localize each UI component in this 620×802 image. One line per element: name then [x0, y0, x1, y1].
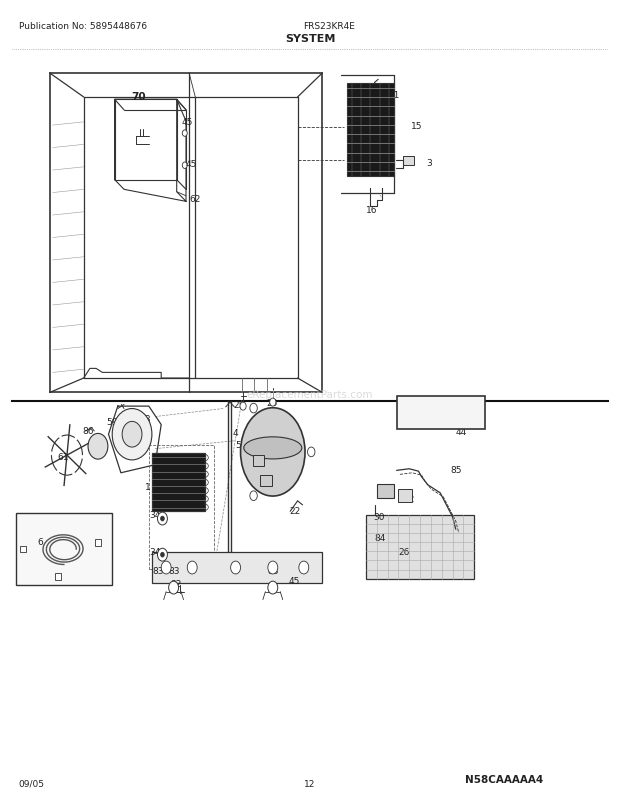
Ellipse shape [244, 437, 302, 460]
Text: 84: 84 [374, 533, 386, 542]
Text: 41: 41 [465, 406, 476, 415]
Text: 83: 83 [152, 566, 164, 576]
Text: 26: 26 [398, 547, 409, 557]
Text: 34: 34 [149, 510, 160, 520]
Text: 44: 44 [456, 427, 467, 436]
Text: 16: 16 [366, 205, 378, 215]
Circle shape [157, 512, 167, 525]
Circle shape [112, 409, 152, 460]
Text: 83: 83 [268, 566, 280, 576]
Text: 55: 55 [378, 489, 390, 499]
Circle shape [187, 561, 197, 574]
Bar [366, 515, 474, 579]
Text: 6: 6 [37, 537, 43, 546]
Circle shape [250, 403, 257, 413]
Text: 12: 12 [304, 779, 316, 788]
Circle shape [182, 131, 187, 137]
Text: SYSTEM: SYSTEM [285, 34, 335, 43]
Bar [149, 445, 214, 569]
Bar [260, 476, 272, 487]
Text: 3: 3 [427, 159, 432, 168]
Circle shape [161, 516, 164, 521]
Circle shape [240, 403, 246, 411]
Bar [378, 87, 386, 95]
Text: 15: 15 [411, 121, 423, 131]
Text: 14: 14 [357, 161, 368, 171]
Circle shape [270, 399, 276, 407]
Text: 1: 1 [144, 482, 150, 492]
Text: 57: 57 [236, 440, 247, 450]
Circle shape [169, 581, 179, 594]
Text: 60: 60 [94, 443, 106, 452]
Text: 45: 45 [289, 576, 300, 585]
Text: 59: 59 [106, 417, 118, 427]
Circle shape [308, 448, 315, 457]
Circle shape [182, 163, 187, 169]
Text: 22: 22 [289, 506, 300, 516]
Text: 23: 23 [265, 474, 277, 484]
Text: 32: 32 [403, 494, 414, 504]
Bar [16, 513, 112, 585]
Text: 29: 29 [259, 415, 270, 425]
Text: 61: 61 [57, 452, 69, 462]
Bar [253, 456, 264, 467]
Circle shape [157, 549, 167, 561]
Circle shape [88, 434, 108, 460]
Bar [403, 156, 414, 166]
Text: 83: 83 [169, 566, 180, 576]
Text: 21: 21 [389, 91, 400, 100]
Text: 58: 58 [139, 415, 151, 424]
Text: 62: 62 [190, 194, 201, 204]
Text: 85: 85 [451, 465, 463, 475]
Bar [152, 553, 322, 583]
Text: 09/05: 09/05 [19, 779, 45, 788]
Text: FRS23KR4E: FRS23KR4E [303, 22, 355, 31]
Text: Publication No: 5895448676: Publication No: 5895448676 [19, 22, 147, 31]
Ellipse shape [241, 408, 305, 496]
Circle shape [231, 561, 241, 574]
Circle shape [122, 422, 142, 448]
Text: 25: 25 [233, 400, 244, 410]
Text: 70: 70 [131, 92, 146, 102]
Bar [398, 489, 412, 502]
Text: eReplacementParts.com: eReplacementParts.com [247, 390, 373, 399]
Bar [95, 540, 101, 546]
Text: 23: 23 [251, 454, 262, 464]
Text: 34: 34 [149, 547, 160, 557]
Text: 45: 45 [186, 160, 197, 169]
Bar [377, 484, 394, 499]
Text: 25: 25 [267, 398, 278, 407]
Circle shape [299, 561, 309, 574]
Bar [397, 397, 485, 429]
Bar [20, 546, 26, 553]
Text: 4: 4 [232, 428, 238, 438]
Circle shape [250, 492, 257, 501]
Text: 82: 82 [170, 579, 181, 589]
Text: N58CAAAAA4: N58CAAAAA4 [465, 775, 543, 784]
Text: 86: 86 [82, 426, 94, 435]
Text: 30: 30 [373, 512, 385, 521]
Bar [347, 84, 394, 176]
Circle shape [161, 561, 171, 574]
Circle shape [268, 581, 278, 594]
Bar [55, 573, 61, 580]
Circle shape [268, 561, 278, 574]
Bar [152, 454, 205, 512]
Circle shape [161, 553, 164, 557]
Text: 45: 45 [182, 118, 193, 128]
